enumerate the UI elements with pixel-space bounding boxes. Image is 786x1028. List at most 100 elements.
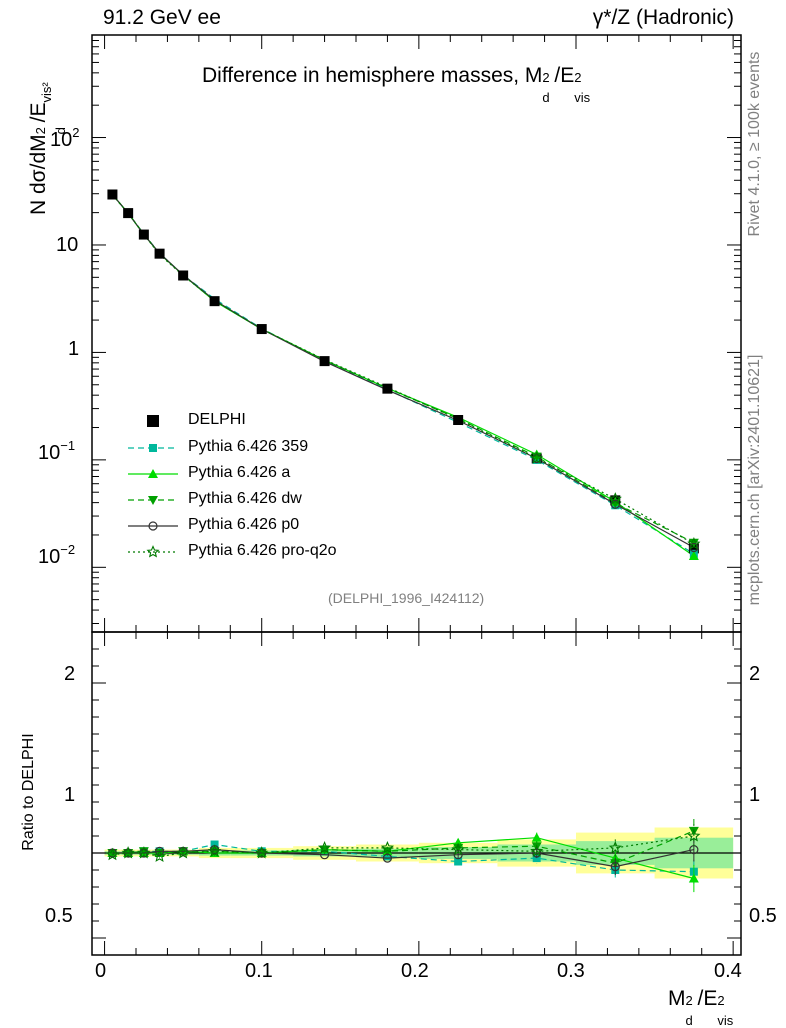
x-tick-0.3: 0.3 bbox=[557, 960, 585, 982]
ratio-point-4 bbox=[608, 840, 622, 854]
y-axis-label-ratio: Ratio to DELPHI bbox=[20, 733, 37, 851]
ratio-point-3 bbox=[453, 850, 463, 860]
ratio-tick-2-left: 2 bbox=[64, 663, 76, 685]
mc-point-1 bbox=[688, 550, 699, 560]
ratio-point-4 bbox=[380, 840, 395, 854]
y-tick-1: 1 bbox=[68, 338, 80, 360]
plot-title-tail-sub: vis bbox=[574, 90, 591, 105]
ratio-point-4 bbox=[207, 844, 222, 857]
y-tick-0.1-sup: −1 bbox=[60, 438, 76, 453]
data-point bbox=[123, 208, 134, 219]
y-axis-label-sup: 2 bbox=[33, 127, 48, 135]
y-tick-0.1: 10−1 bbox=[38, 438, 76, 464]
data-point bbox=[209, 296, 220, 307]
axis-ticks bbox=[92, 34, 741, 955]
ratio-point-3 bbox=[610, 861, 620, 872]
legend-marker-3 bbox=[148, 521, 158, 531]
x-tick-0: 0 bbox=[95, 960, 107, 982]
y-axis-label-main: N dσ/dM 2 d/Evis² bbox=[27, 15, 68, 215]
data-point bbox=[382, 383, 393, 394]
y-tick-0.01-sup: −2 bbox=[60, 542, 76, 557]
data-point bbox=[319, 356, 330, 367]
y-tick-10: 10 bbox=[56, 234, 79, 256]
energy-label: 91.2 GeV ee bbox=[103, 6, 221, 29]
ratio-point-1 bbox=[531, 832, 542, 842]
data-point bbox=[453, 414, 464, 425]
plot-title-main: Difference in hemisphere masses, M bbox=[202, 64, 543, 87]
rivet-version-label: Rivet 4.1.0, ≥ 100k events bbox=[746, 51, 763, 237]
ratio-tick-1-right: 1 bbox=[749, 784, 761, 806]
y-axis-label-text: N dσ/dM bbox=[27, 134, 50, 215]
x-axis-label-tail-sub: vis bbox=[717, 1013, 734, 1028]
process-label: γ*/Z (Hadronic) bbox=[592, 6, 734, 29]
y-tick-100: 102 bbox=[50, 125, 80, 151]
legend-marker-delphi bbox=[147, 415, 159, 427]
ratio-tick-2-right: 2 bbox=[749, 663, 761, 685]
legend-label-359: Pythia 6.426 359 bbox=[188, 438, 309, 455]
mc-point-3 bbox=[532, 453, 542, 464]
y-tick-100-sup: 2 bbox=[72, 125, 80, 140]
legend-label-p0: Pythia 6.426 p0 bbox=[188, 516, 300, 533]
x-tick-0.1: 0.1 bbox=[245, 960, 273, 982]
legend-marker-4 bbox=[146, 545, 160, 558]
legend-label-dw: Pythia 6.426 dw bbox=[188, 490, 302, 507]
x-axis-label-tail-sup: 2 bbox=[717, 993, 725, 1008]
ratio-point-3 bbox=[382, 853, 393, 863]
legend-marker-0 bbox=[149, 444, 157, 452]
legend-marker-1 bbox=[148, 469, 158, 478]
y-tick-0.01: 10−2 bbox=[38, 542, 76, 568]
legend-marker-2 bbox=[148, 496, 158, 505]
x-tick-0.4: 0.4 bbox=[714, 960, 742, 982]
data-point bbox=[688, 543, 699, 554]
y-axis-label-tail-sub: vis² bbox=[39, 82, 54, 103]
plot-title: Difference in hemisphere masses, M 2 d/E 2 v… bbox=[202, 64, 598, 105]
x-tick-0.2: 0.2 bbox=[401, 960, 429, 982]
y-axis-label-tail: /E bbox=[27, 102, 50, 123]
ratio-point-4 bbox=[176, 846, 190, 859]
legend-label-pro-q2o: Pythia 6.426 pro-q2o bbox=[188, 542, 337, 559]
x-axis-label-sup: 2 bbox=[685, 993, 693, 1008]
ratio-point-3 bbox=[154, 846, 165, 856]
ratio-point-3 bbox=[532, 848, 542, 858]
analysis-tag: (DELPHI_1996_I424112) bbox=[328, 590, 485, 606]
ratio-frame bbox=[91, 631, 742, 956]
data-point bbox=[138, 229, 149, 240]
x-axis-label-tail: /E bbox=[697, 987, 718, 1010]
legend-label-a: Pythia 6.426 a bbox=[188, 464, 291, 481]
plot-title-tail-sup: 2 bbox=[574, 70, 582, 85]
legend-markers bbox=[128, 415, 178, 558]
ratio-point-1 bbox=[688, 873, 699, 883]
ratio-point-0 bbox=[454, 857, 463, 866]
ratio-point-0 bbox=[383, 852, 392, 861]
plot-title-tail: /E bbox=[554, 64, 575, 87]
main-series bbox=[107, 189, 701, 560]
mc-point-3 bbox=[689, 542, 699, 553]
ratio-tick-0.5-left: 0.5 bbox=[45, 905, 73, 927]
x-axis-label-sub: d bbox=[685, 1013, 693, 1028]
mc-point-4 bbox=[530, 451, 544, 464]
ratio-point-4 bbox=[255, 846, 269, 859]
data-point bbox=[154, 248, 165, 259]
ratio-tick-0.5-right: 0.5 bbox=[749, 905, 777, 927]
ratio-point-4 bbox=[152, 849, 167, 862]
x-axis-label-main: M bbox=[668, 987, 686, 1010]
ratio-series bbox=[105, 819, 701, 893]
plot-title-sub: d bbox=[542, 90, 550, 105]
ratio-point-4 bbox=[451, 842, 465, 856]
data-point bbox=[256, 324, 267, 335]
plot-title-sup: 2 bbox=[542, 70, 550, 85]
ratio-tick-1-left: 1 bbox=[64, 784, 76, 806]
mc-point-4 bbox=[687, 536, 701, 550]
ratio-point-4 bbox=[121, 846, 135, 859]
ratio-point-2 bbox=[453, 843, 464, 853]
ratio-point-4 bbox=[687, 829, 701, 842]
ratio-point-4 bbox=[317, 840, 332, 854]
x-axis-label: M 2 d/E 2 vis bbox=[668, 987, 741, 1028]
legend-label-delphi: DELPHI bbox=[188, 411, 246, 428]
mc-point-4 bbox=[608, 492, 622, 505]
data-point bbox=[107, 189, 118, 200]
ratio-point-4 bbox=[137, 846, 151, 859]
mcplots-label: mcplots.cern.ch [arXiv:2401.10621] bbox=[746, 354, 763, 606]
ratio-point-4 bbox=[530, 844, 544, 857]
